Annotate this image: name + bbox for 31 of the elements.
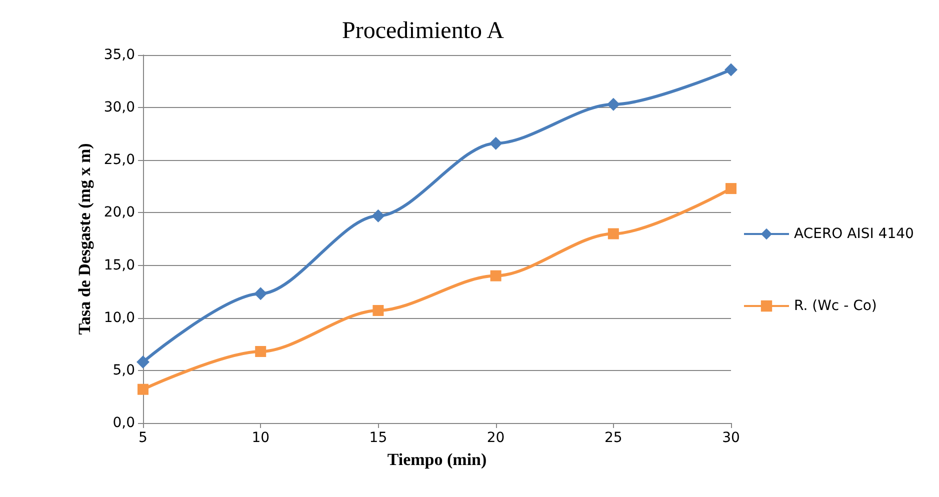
y-tick-label: 35,0 <box>104 47 135 63</box>
x-tick-label: 10 <box>252 430 270 446</box>
x-tick-label: 20 <box>486 430 505 446</box>
legend-label: R. (Wc - Co) <box>794 298 877 314</box>
point <box>372 209 385 222</box>
y-tick-label: 25,0 <box>104 152 135 168</box>
y-axis-title: Tasa de Desgaste (mg x m) <box>74 143 94 335</box>
y-tick-label: 20,0 <box>104 204 135 221</box>
point <box>489 136 502 150</box>
chart-title: Procedimiento A <box>342 18 505 44</box>
y-tick-label: 5,0 <box>112 362 135 378</box>
point <box>254 287 268 300</box>
point <box>138 384 148 395</box>
point <box>490 270 502 282</box>
x-axis-title: Tiempo (min) <box>387 450 487 469</box>
y-tick-label: 0,0 <box>112 415 135 431</box>
y-tick-label: 30,0 <box>104 100 135 116</box>
x-tick-label: 25 <box>604 430 622 446</box>
point <box>726 183 736 194</box>
point <box>372 304 384 316</box>
x-tick-label: 30 <box>722 430 740 446</box>
y-tick-label: 10,0 <box>104 310 135 326</box>
point <box>136 356 150 369</box>
point <box>724 63 738 76</box>
legend-label: ACERO AISI 4140 <box>794 226 914 242</box>
x-tick-label: 5 <box>138 430 148 446</box>
point <box>608 228 619 240</box>
point <box>255 346 266 358</box>
y-tick-label: 15,0 <box>104 257 135 274</box>
x-tick-label: 15 <box>369 430 388 446</box>
point <box>606 98 620 111</box>
